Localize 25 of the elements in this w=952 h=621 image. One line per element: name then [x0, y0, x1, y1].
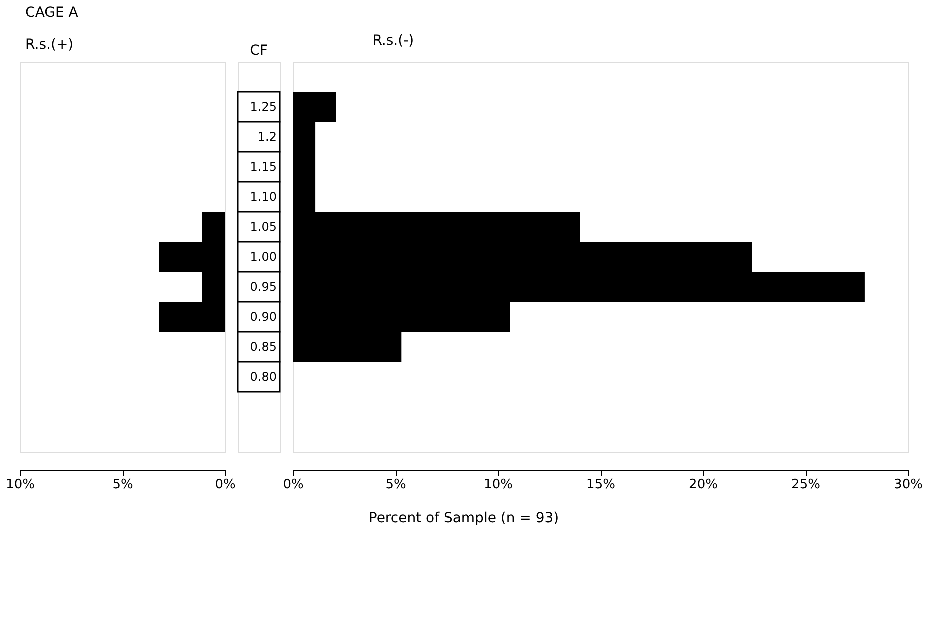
- x-tick-label: 0%: [283, 478, 304, 492]
- chart-title: CAGE A: [26, 5, 79, 21]
- x-tick-label: 10%: [6, 478, 35, 492]
- x-axis-title: Percent of Sample (n = 93): [368, 510, 560, 526]
- x-tick-label: 5%: [112, 478, 134, 492]
- x-tick-label: 10%: [484, 478, 513, 492]
- y-tick-label: 1.05: [250, 220, 277, 234]
- y-tick-label: 0.85: [250, 340, 277, 354]
- y-tick-label: 1.25: [250, 100, 277, 114]
- chart-subtitle: R.s.(+): [26, 37, 74, 53]
- y-tick-label: 0.95: [250, 280, 277, 294]
- x-tick-label: 25%: [792, 478, 820, 492]
- x-tick-label: 5%: [386, 478, 406, 492]
- y-tick-label: 0.80: [250, 370, 277, 384]
- y-axis-title: CF: [250, 43, 268, 59]
- y-tick-label: 0.90: [250, 310, 277, 324]
- y-tick-label: 1.00: [250, 250, 277, 264]
- x-tick-label: 0%: [215, 478, 236, 492]
- y-tick-label: 1.15: [250, 160, 277, 174]
- y-tick-label: 1.2: [258, 130, 277, 144]
- x-tick-label: 20%: [689, 478, 718, 492]
- y-tick-label: 1.10: [250, 190, 277, 204]
- chart-title: R.s.(-): [372, 33, 414, 49]
- x-tick-label: 30%: [894, 478, 923, 492]
- x-tick-label: 15%: [586, 478, 616, 492]
